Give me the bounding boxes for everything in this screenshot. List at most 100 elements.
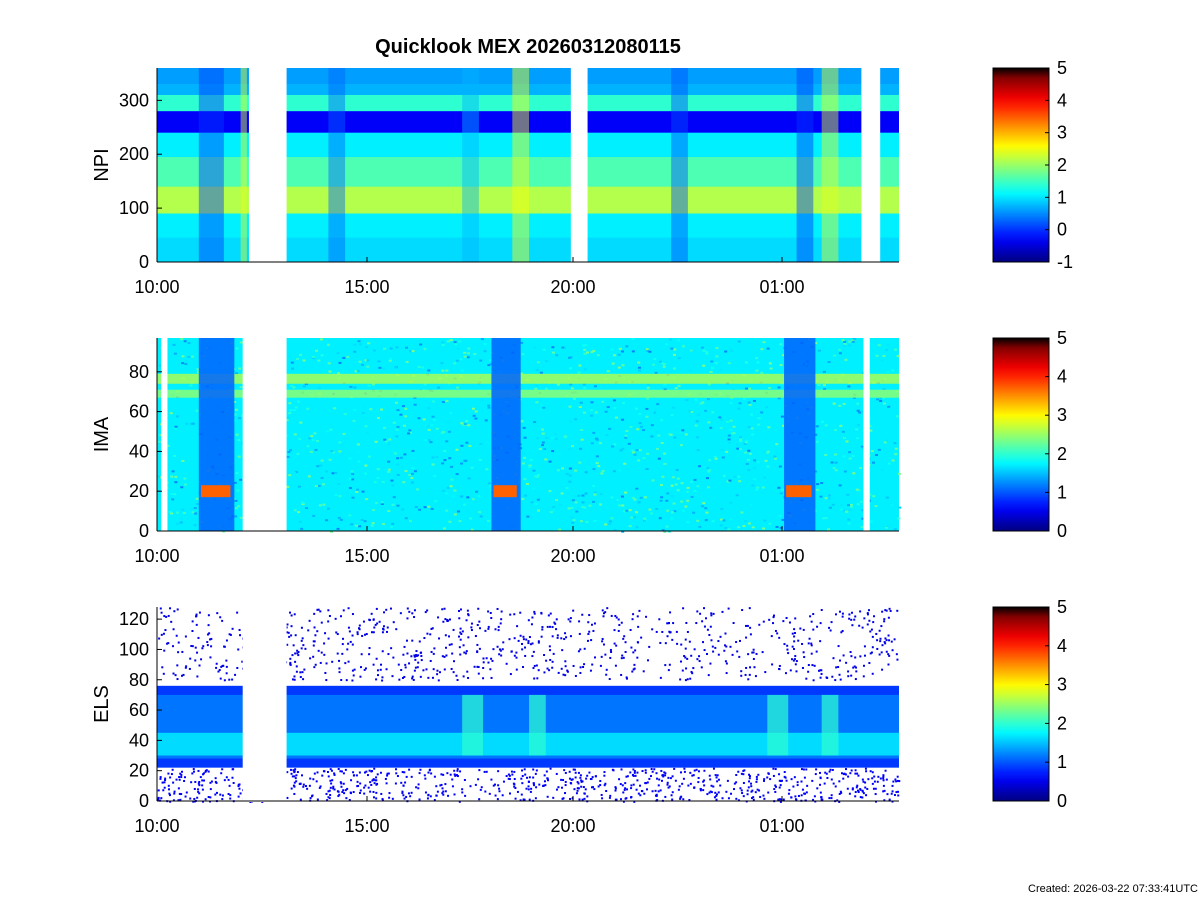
els-speck — [238, 783, 241, 786]
els-speck — [451, 785, 454, 788]
els-speck — [411, 675, 414, 678]
ima-noise — [489, 485, 493, 488]
els-speck — [206, 641, 209, 644]
els-speck — [556, 634, 559, 637]
ima-noise — [174, 475, 178, 478]
els-speck — [832, 782, 835, 785]
els-speck — [840, 772, 843, 775]
els-speck — [515, 656, 518, 659]
els-speck — [461, 788, 464, 791]
els-speck — [510, 770, 513, 773]
els-speck — [854, 791, 857, 794]
els-speck — [708, 791, 711, 794]
ima-noise — [631, 338, 635, 341]
els-speck — [637, 792, 640, 795]
ima-noise — [582, 383, 586, 386]
els-speck — [646, 788, 649, 791]
ima-noise — [673, 510, 677, 513]
ima-noise — [191, 341, 195, 344]
els-speck — [742, 795, 745, 798]
els-speck — [876, 647, 879, 650]
els-speck — [344, 662, 347, 665]
ima-noise — [356, 450, 360, 453]
els-speck — [698, 655, 701, 658]
ima-noise — [431, 415, 435, 418]
els-speck — [630, 784, 633, 787]
ima-noise — [464, 450, 468, 453]
els-speck — [630, 646, 633, 649]
ima-noise — [746, 458, 750, 461]
els-speck — [562, 797, 565, 800]
els-speck — [167, 784, 170, 787]
npi-feature — [240, 68, 247, 262]
els-speck — [614, 787, 617, 790]
els-speck — [430, 650, 433, 653]
els-speck — [308, 619, 311, 622]
els-speck — [856, 772, 859, 775]
els-speck — [569, 635, 572, 638]
els-speck — [692, 667, 695, 670]
els-speck — [894, 778, 897, 781]
els-speck — [455, 774, 458, 777]
els-speck — [418, 772, 421, 775]
els-speck — [782, 798, 785, 801]
ima-noise — [742, 525, 746, 528]
els-speck — [633, 667, 636, 670]
els-speck — [714, 774, 717, 777]
els-speck — [375, 791, 378, 794]
els-speck — [564, 784, 567, 787]
ima-noise — [327, 362, 331, 365]
ima-noise — [767, 426, 771, 429]
els-speck — [314, 663, 317, 666]
ima-noise — [555, 354, 559, 357]
els-speck — [338, 793, 341, 796]
ima-noise — [409, 350, 413, 353]
ima-noise — [441, 489, 445, 492]
els-speck — [891, 784, 894, 787]
els-speck — [485, 657, 488, 660]
ima-noise — [325, 519, 329, 522]
els-speck — [839, 659, 842, 662]
els-speck — [527, 619, 530, 622]
els-speck — [614, 798, 617, 801]
els-speck — [597, 785, 600, 788]
els-speck — [864, 781, 867, 784]
npi-band — [157, 111, 899, 133]
ima-noise — [886, 371, 890, 374]
ima-noise — [620, 495, 624, 498]
els-speck — [381, 650, 384, 653]
els-speck — [545, 770, 548, 773]
els-speck — [372, 663, 375, 666]
els-speck — [491, 659, 494, 662]
els-speck — [778, 773, 781, 776]
ima-noise — [883, 441, 887, 444]
ima-noise — [856, 503, 860, 506]
els-speck — [706, 628, 709, 631]
els-speck — [193, 787, 196, 790]
ima-noise — [539, 339, 543, 342]
els-speck — [335, 631, 338, 634]
els-speck — [624, 641, 627, 644]
ima-noise — [451, 494, 455, 497]
ima-noise — [778, 465, 782, 468]
ima-noise — [388, 438, 392, 441]
els-speck — [329, 768, 332, 771]
els-speck — [341, 652, 344, 655]
els-speck — [464, 652, 467, 655]
ima-noise — [750, 413, 754, 416]
els-speck — [777, 798, 780, 801]
els-speck — [328, 797, 331, 800]
els-speck — [809, 615, 812, 618]
ima-noise — [440, 362, 444, 365]
els-speck — [185, 791, 188, 794]
els-speck — [861, 796, 864, 799]
els-speck — [296, 652, 299, 655]
els-speck — [324, 671, 327, 674]
ima-noise — [638, 369, 642, 372]
els-speck — [425, 668, 428, 671]
x-tick-label: 01:00 — [759, 816, 804, 836]
ima-noise — [744, 361, 748, 364]
els-speck — [897, 794, 900, 797]
ima-noise — [732, 432, 736, 435]
els-speck — [165, 615, 168, 618]
